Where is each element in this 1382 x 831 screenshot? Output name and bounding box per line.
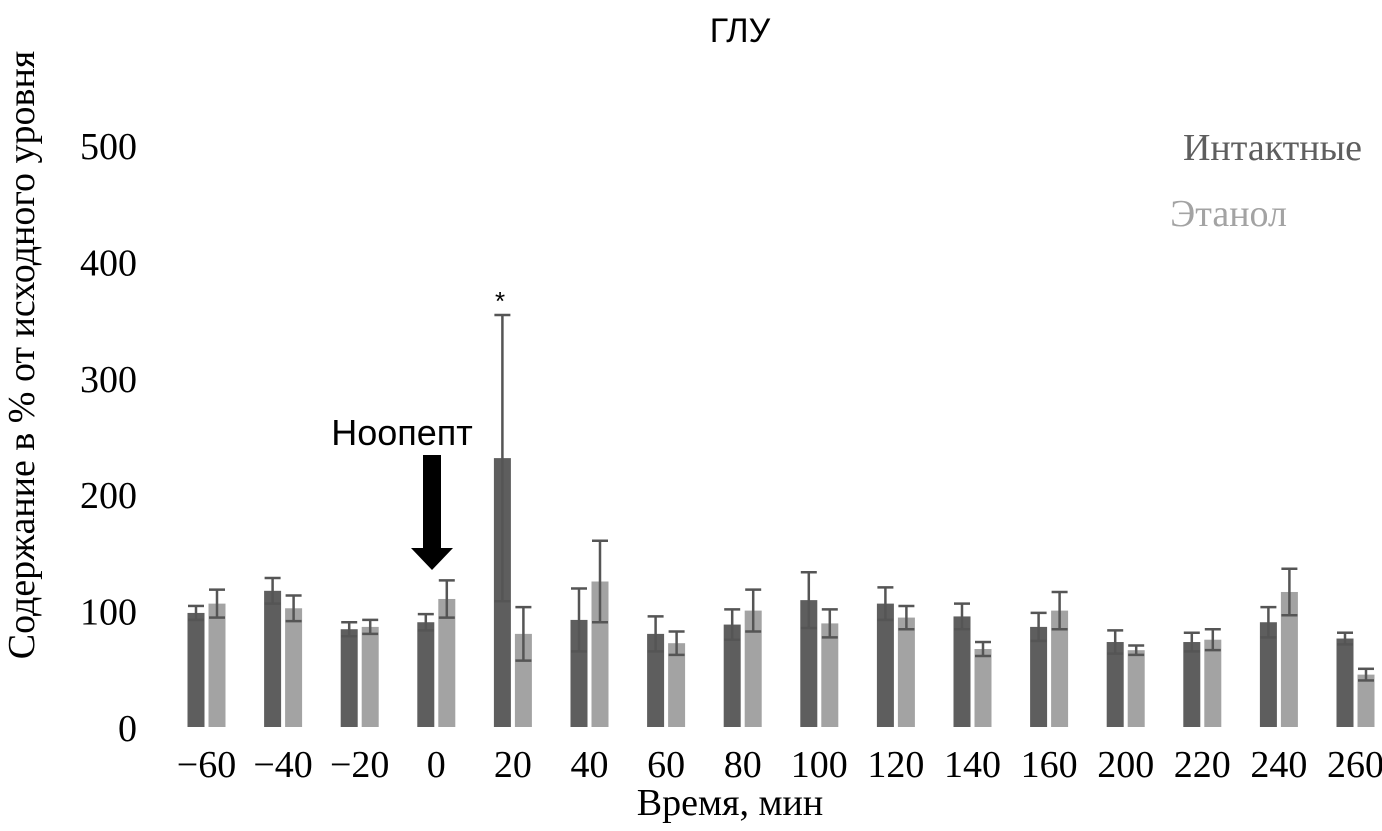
error-bar bbox=[800, 570, 817, 630]
bar-ethanol bbox=[1280, 591, 1298, 727]
legend-entry-ethanol: Этанол bbox=[1170, 193, 1287, 235]
error-bar bbox=[1204, 627, 1221, 652]
bar-ethanol bbox=[1127, 650, 1145, 727]
annotations: Ноопепт * bbox=[331, 286, 505, 570]
bar-ethanol bbox=[668, 643, 686, 727]
bar-intact bbox=[723, 624, 741, 727]
bar-intact bbox=[800, 600, 818, 727]
bar-ethanol bbox=[1051, 610, 1069, 727]
x-tick-label: 20 bbox=[494, 744, 532, 786]
x-tick-label: 0 bbox=[427, 744, 446, 786]
error-bar bbox=[341, 620, 358, 638]
error-bar bbox=[724, 608, 741, 641]
legend: Интактные Этанол bbox=[1170, 127, 1362, 235]
error-bar bbox=[898, 604, 915, 631]
bar-ethanol bbox=[744, 610, 762, 727]
x-tick-label: −40 bbox=[253, 744, 312, 786]
error-bar bbox=[1337, 631, 1353, 646]
error-bar bbox=[417, 612, 434, 632]
x-tick-label: 80 bbox=[724, 744, 762, 786]
x-tick-label: 240 bbox=[1250, 744, 1307, 786]
bar-intact bbox=[264, 590, 282, 727]
bar-ethanol bbox=[974, 649, 992, 727]
error-bar bbox=[438, 579, 455, 619]
bars-layer bbox=[187, 313, 1375, 727]
bar-intact bbox=[1183, 642, 1201, 727]
y-tick-label: 0 bbox=[118, 708, 137, 750]
bar-intact bbox=[340, 629, 358, 727]
error-bar bbox=[362, 618, 379, 636]
x-tick-label: 60 bbox=[647, 744, 685, 786]
bar-intact bbox=[1259, 622, 1277, 727]
error-bar bbox=[668, 630, 685, 657]
error-bar bbox=[745, 588, 762, 633]
bar-ethanol bbox=[208, 603, 226, 727]
x-tick-label: 220 bbox=[1174, 744, 1231, 786]
arrow-label: Ноопепт bbox=[331, 412, 473, 453]
error-bar bbox=[285, 594, 302, 623]
x-tick-label: 200 bbox=[1097, 744, 1154, 786]
error-bar bbox=[647, 615, 664, 653]
bar-intact bbox=[647, 633, 665, 727]
bar-intact bbox=[187, 612, 205, 727]
y-axis-label: Содержание в % от исходного уровня bbox=[1, 51, 43, 660]
error-bar bbox=[1358, 667, 1374, 682]
bar-intact bbox=[953, 616, 971, 727]
bar-ethanol bbox=[514, 633, 532, 727]
bar-ethanol bbox=[1357, 674, 1375, 727]
error-bar bbox=[515, 605, 532, 662]
significance-mark: * bbox=[495, 286, 505, 316]
bar-intact bbox=[570, 619, 588, 727]
error-bar bbox=[1107, 629, 1124, 655]
bar-ethanol bbox=[821, 623, 839, 727]
error-bar bbox=[592, 539, 608, 624]
error-bar bbox=[1260, 605, 1277, 639]
error-bar bbox=[1051, 590, 1068, 631]
x-tick-label: 160 bbox=[1021, 744, 1078, 786]
y-tick-label: 500 bbox=[80, 126, 137, 168]
y-tick-label: 400 bbox=[80, 242, 137, 284]
x-axis-label: Время, мин bbox=[637, 782, 823, 824]
bar-ethanol bbox=[285, 608, 303, 727]
y-axis-ticks: 0 100 200 300 400 500 bbox=[80, 126, 137, 750]
x-tick-label: −60 bbox=[177, 744, 236, 786]
error-bar bbox=[975, 640, 991, 658]
bar-intact bbox=[1106, 642, 1124, 727]
error-bar bbox=[571, 587, 587, 653]
error-bar bbox=[264, 576, 281, 605]
legend-entry-intact: Интактные bbox=[1183, 127, 1362, 169]
error-bar bbox=[1030, 611, 1047, 643]
error-bar bbox=[494, 313, 511, 603]
bar-intact bbox=[876, 603, 894, 727]
x-tick-label: 40 bbox=[571, 744, 609, 786]
bar-intact bbox=[417, 622, 435, 727]
error-bar bbox=[188, 604, 204, 622]
y-tick-label: 300 bbox=[80, 359, 137, 401]
y-tick-label: 200 bbox=[80, 475, 137, 517]
error-bar bbox=[877, 586, 894, 622]
x-tick-label: 120 bbox=[867, 744, 924, 786]
error-bar bbox=[1128, 644, 1145, 657]
error-bar bbox=[821, 608, 838, 639]
x-tick-label: 100 bbox=[791, 744, 848, 786]
y-tick-label: 100 bbox=[80, 592, 137, 634]
x-tick-label: 140 bbox=[944, 744, 1001, 786]
error-bar bbox=[954, 602, 970, 631]
error-bar bbox=[209, 588, 225, 619]
error-bar bbox=[1281, 567, 1298, 617]
bar-ethanol bbox=[1204, 639, 1222, 727]
x-tick-label: 260 bbox=[1327, 744, 1382, 786]
bar-ethanol bbox=[897, 617, 915, 727]
bar-intact bbox=[1030, 626, 1048, 727]
error-bar bbox=[1183, 631, 1200, 653]
bar-ethanol bbox=[361, 626, 379, 727]
x-axis-ticks: −60 −40 −20 0 20 40 60 80 100 120 140 160 200 220 240 2… bbox=[177, 744, 1382, 786]
bar-ethanol bbox=[591, 581, 609, 727]
chart-title: ГЛУ bbox=[710, 12, 771, 50]
x-tick-label: −20 bbox=[330, 744, 389, 786]
arrow-down-icon bbox=[411, 455, 453, 570]
bar-ethanol bbox=[438, 598, 456, 727]
bar-intact bbox=[1336, 638, 1354, 727]
